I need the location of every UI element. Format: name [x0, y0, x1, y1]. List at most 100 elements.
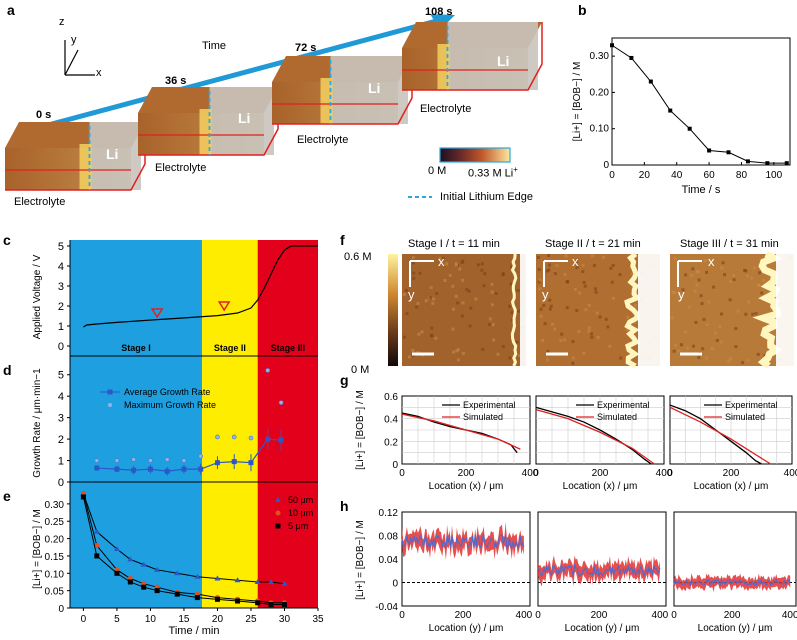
f-speckle [490, 290, 494, 294]
f-speckle [754, 311, 758, 315]
f-speckle [684, 273, 688, 277]
f-speckle [431, 301, 435, 305]
h-xtick-label: 200 [455, 610, 472, 621]
f-speckle [577, 330, 581, 334]
d-max-point [198, 453, 204, 459]
f-speckle [541, 339, 545, 343]
f-speckle [443, 279, 447, 283]
lithium-block-2 [330, 56, 408, 124]
e-point [127, 556, 134, 562]
f-speckle [550, 322, 554, 326]
d-ytick-label: 2 [58, 434, 64, 446]
f-speckle [548, 298, 552, 302]
panel-a-figure [5, 14, 543, 198]
f-speckle [424, 299, 428, 303]
b-ytick-label: 0.10 [590, 124, 610, 135]
e-ytick-label: 0.10 [45, 569, 65, 580]
d-avg-point [248, 460, 254, 466]
d-max-point [94, 458, 100, 463]
f-speckle [590, 335, 594, 339]
f-speckle [763, 353, 767, 357]
panel-label-f: f [340, 232, 345, 248]
f-speckle [697, 356, 701, 360]
slab-0 [5, 122, 146, 191]
f-speckle [744, 312, 748, 316]
e-point [154, 588, 160, 594]
e-point [140, 561, 147, 567]
c-stage-label-1: Stage II [214, 343, 246, 353]
h-ytick-label: -0.04 [375, 602, 398, 613]
e-xtick-label: 0 [81, 614, 87, 625]
f-speckle [457, 358, 461, 362]
b-point [784, 161, 789, 166]
d-avg-point [214, 460, 220, 466]
f-speckle [432, 297, 436, 301]
g-experimental-1 [535, 406, 652, 465]
f-speckle [757, 283, 761, 287]
e-point [154, 566, 161, 572]
e-point [127, 579, 133, 585]
g-ylabel: [Li+] = [BOB−] / M [355, 390, 366, 470]
g-xtick-label: 200 [458, 468, 475, 479]
d-max-point [131, 457, 136, 462]
bright-interface-2 [320, 78, 333, 124]
f-speckle [619, 356, 623, 360]
f-speckle [508, 356, 512, 360]
f-speckle [587, 329, 591, 333]
h-ytick-label: 0.08 [379, 532, 399, 543]
h-ylabel: [Li+] = [BOB−] / M [355, 520, 366, 600]
h-mean-line-1 [537, 563, 661, 578]
f-speckle [581, 270, 585, 274]
h-band-0 [402, 522, 524, 560]
h-xtick-label: 200 [591, 610, 608, 621]
lithium-block-0 [89, 122, 141, 190]
f-speckle [501, 273, 505, 277]
f-speckle [454, 263, 458, 267]
f-speckle [417, 332, 421, 336]
axis-triad [64, 40, 95, 76]
bright-interface-1 [199, 109, 212, 155]
f-speckle [633, 320, 637, 324]
b-point [726, 150, 731, 155]
bright-interface-3 [437, 44, 450, 90]
h-xtick-label: 0 [671, 610, 677, 621]
f-speckle [721, 261, 725, 265]
f-speckle [547, 268, 551, 272]
f-speckle [553, 272, 557, 276]
f-speckle [697, 278, 701, 282]
panel-f-title-2: Stage II / t = 21 min [545, 238, 641, 250]
f-interface-0 [510, 253, 518, 367]
panel-label-c: c [3, 232, 11, 248]
f-speckle [508, 304, 512, 308]
b-point [745, 159, 750, 164]
f-speckle [548, 307, 552, 311]
f-speckle [609, 266, 613, 270]
f1-x: x [438, 254, 445, 269]
g-legend-sim-0: Simulated [463, 412, 503, 422]
f-speckle [451, 307, 455, 311]
f-speckle [482, 284, 486, 288]
f-speckle [461, 301, 465, 305]
f-speckle [707, 300, 711, 304]
g-legend-sim-1: Simulated [597, 412, 637, 422]
b-point [629, 55, 634, 60]
f-speckle [582, 280, 586, 284]
f-speckle [549, 304, 553, 308]
panel-label-a: a [7, 2, 15, 18]
e-ytick-label: 0.15 [45, 552, 65, 563]
f-speckle [606, 325, 610, 329]
f-speckle [590, 332, 594, 336]
electrolyte-label-36: Electrolyte [155, 162, 207, 174]
f-speckle [741, 361, 745, 365]
f-speckle [488, 317, 492, 321]
f-speckle [496, 352, 500, 356]
h-mean-line-2 [673, 578, 791, 588]
stage-bg-1 [202, 240, 258, 608]
f-speckle [732, 274, 736, 278]
f-speckle [404, 288, 408, 292]
f-speckle [542, 303, 546, 307]
f-speckle [537, 268, 541, 272]
f-speckle [575, 309, 579, 313]
g-xtick-label: 0 [399, 468, 405, 479]
f-speckle [743, 268, 747, 272]
